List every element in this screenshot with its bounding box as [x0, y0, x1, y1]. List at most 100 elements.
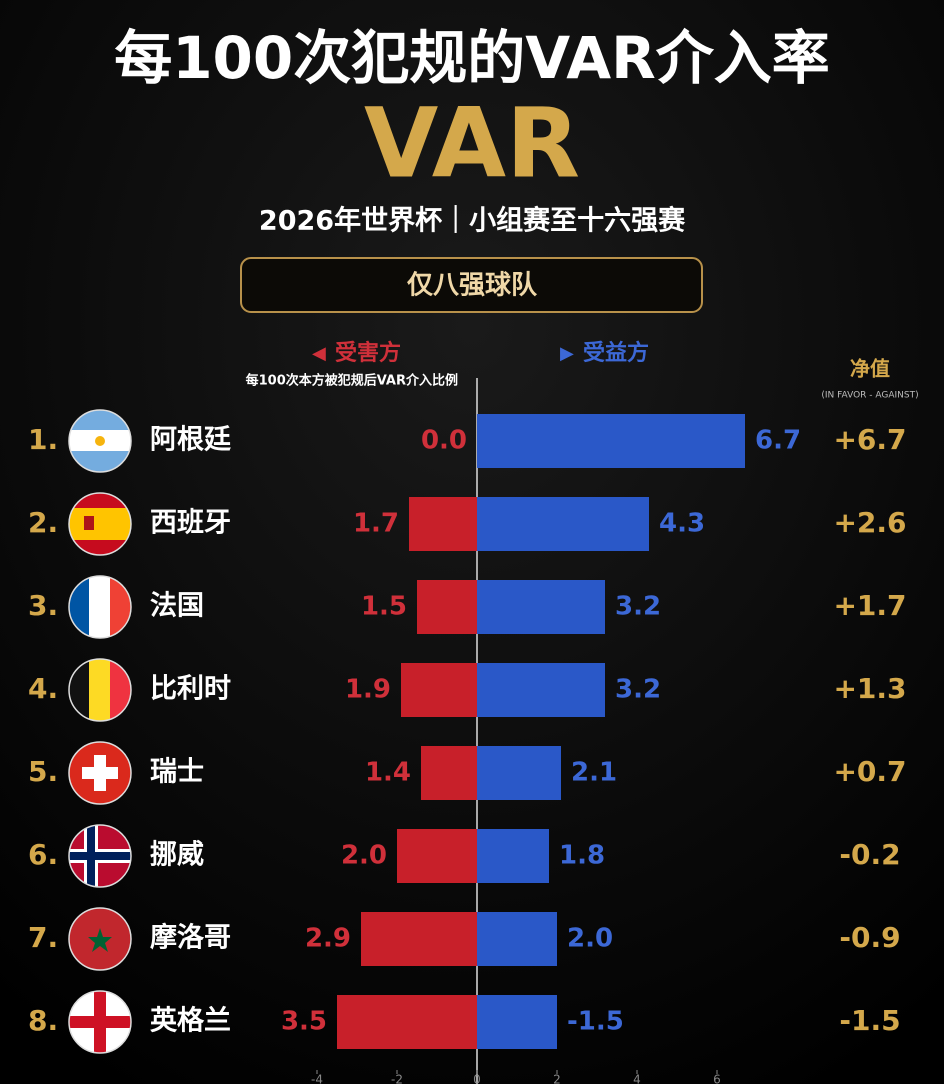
rank: 7. — [28, 921, 58, 954]
flag — [69, 410, 131, 472]
flag-ring — [68, 824, 132, 888]
bar — [477, 912, 557, 966]
bar — [477, 497, 649, 551]
net-subtitle: (IN FAVOR - AGAINST) — [821, 391, 918, 401]
bar — [477, 995, 557, 1049]
flag-part — [89, 576, 111, 638]
value-label: 1.5 — [361, 592, 407, 622]
flag-part — [110, 659, 131, 721]
flag-part — [110, 576, 131, 638]
flag-wrap — [69, 659, 131, 721]
net-label: -0.9 — [839, 921, 900, 954]
flag-wrap — [69, 991, 131, 1053]
net-label: +6.7 — [833, 423, 906, 456]
flag-part — [69, 451, 131, 472]
left-note: 每100次本方被犯规后VAR介入比例 — [246, 373, 458, 389]
bar — [397, 829, 477, 883]
flag-wrap — [69, 576, 131, 638]
net-title: 净值 — [850, 357, 890, 381]
flag-part — [82, 767, 118, 779]
flag-ring — [68, 741, 132, 805]
bar — [417, 580, 477, 634]
x-tick-label: -2 — [391, 1073, 403, 1084]
country: 挪威 — [150, 840, 204, 871]
flag-part — [69, 852, 131, 860]
x-tick-label: 2 — [553, 1073, 561, 1084]
value-label: 3.5 — [281, 1007, 327, 1037]
big-title: VAR — [364, 87, 580, 199]
bar — [477, 580, 605, 634]
bar — [477, 746, 561, 800]
subtitle: 2026年世界杯｜小组赛至十六强赛 — [259, 205, 686, 237]
value-label: 1.9 — [345, 675, 391, 705]
bar — [401, 663, 477, 717]
country: 瑞士 — [150, 757, 204, 788]
net-label: -1.5 — [839, 1004, 900, 1037]
country: 阿根廷 — [150, 425, 231, 456]
badge-box — [240, 257, 703, 313]
flag — [69, 659, 131, 721]
value-label: 3.2 — [615, 592, 661, 622]
value-label: 2.0 — [567, 924, 613, 954]
rank: 4. — [28, 672, 58, 705]
badge: 仅八强球队 — [407, 271, 538, 301]
value-label: 2.0 — [341, 841, 387, 871]
value-label: 2.1 — [571, 758, 617, 788]
flag-part — [69, 1016, 131, 1028]
value-label: 1.7 — [353, 509, 399, 539]
legend-arrow: ▶ — [560, 343, 574, 364]
flag-ring — [68, 990, 132, 1054]
flag-ring — [68, 907, 132, 971]
value-label: 1.4 — [365, 758, 411, 788]
value-label: 6.7 — [755, 426, 801, 456]
flag — [69, 991, 131, 1053]
net-label: -0.2 — [839, 838, 900, 871]
bar — [477, 829, 549, 883]
flag-part — [69, 508, 131, 540]
x-tick-label: 6 — [713, 1073, 721, 1084]
flag-ring — [68, 575, 132, 639]
bar — [477, 663, 605, 717]
flag-part — [95, 436, 105, 446]
flag — [69, 825, 131, 887]
bar — [361, 912, 477, 966]
flag-part — [69, 410, 131, 430]
legend-arrow: ◀ — [312, 343, 326, 364]
rank: 1. — [28, 423, 58, 456]
flag-wrap — [69, 410, 131, 472]
flag-wrap — [69, 825, 131, 887]
flag — [69, 576, 131, 638]
net-label: +0.7 — [833, 755, 906, 788]
value-label: 0.0 — [421, 426, 467, 456]
flag-ring — [68, 492, 132, 556]
country: 法国 — [150, 591, 204, 622]
x-tick-label: 0 — [473, 1073, 481, 1084]
rank: 2. — [28, 506, 58, 539]
flag-wrap — [69, 742, 131, 804]
flag-part — [69, 659, 90, 721]
flag-part — [89, 659, 111, 721]
x-tick-label: -4 — [311, 1073, 323, 1084]
value-label: 2.9 — [305, 924, 351, 954]
rank: 8. — [28, 1004, 58, 1037]
flag-part — [88, 928, 112, 952]
rank: 5. — [28, 755, 58, 788]
bar — [337, 995, 477, 1049]
flag-part — [84, 516, 94, 530]
legend-label: 受益方 — [583, 340, 649, 366]
legend-label: 受害方 — [335, 340, 401, 366]
net-label: +1.3 — [833, 672, 906, 705]
bar — [409, 497, 477, 551]
bar — [477, 414, 745, 468]
net-label: +2.6 — [833, 506, 906, 539]
value-label: 3.2 — [615, 675, 661, 705]
rank: 6. — [28, 838, 58, 871]
x-tick-label: 4 — [633, 1073, 641, 1084]
net-label: +1.7 — [833, 589, 906, 622]
chart-title: 每100次犯规的VAR介入率 — [114, 24, 830, 92]
country: 比利时 — [150, 674, 231, 705]
flag-ring — [68, 658, 132, 722]
flag-wrap — [69, 908, 131, 970]
value-label: 1.8 — [559, 841, 605, 871]
